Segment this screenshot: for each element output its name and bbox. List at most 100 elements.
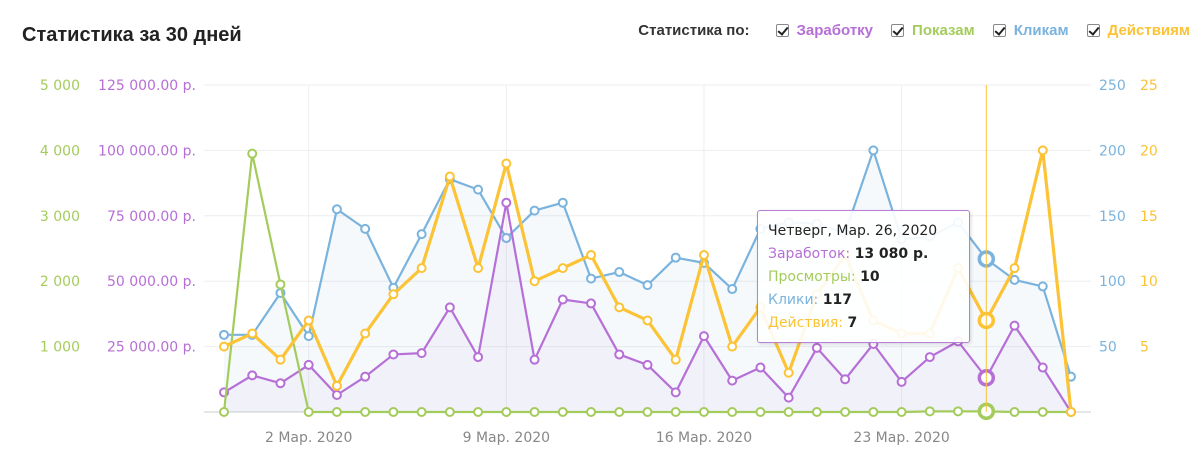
data-point xyxy=(1009,274,1020,285)
data-point xyxy=(303,331,314,342)
data-point xyxy=(529,407,540,417)
y-tick-label-earnings: 75 000.00 р. xyxy=(107,209,196,225)
data-point xyxy=(388,407,399,417)
y-tick-label-earnings: 50 000.00 р. xyxy=(107,274,196,290)
data-point xyxy=(473,407,484,417)
data-point xyxy=(727,284,738,295)
data-point xyxy=(219,407,229,417)
data-point xyxy=(444,407,455,417)
data-point xyxy=(868,407,879,417)
stats-filter-bar: Статистика по: Заработку Показам Кликам … xyxy=(638,22,1190,39)
y-tick-label-clicks: 50 xyxy=(1099,340,1117,356)
filter-views-label: Показам xyxy=(912,22,975,39)
data-point xyxy=(360,371,371,382)
y-tick-label-views: 5 000 xyxy=(40,78,80,94)
tooltip-row-views: Просмотры: 10 xyxy=(768,269,880,285)
data-point xyxy=(727,341,738,352)
data-point xyxy=(557,263,568,274)
data-point xyxy=(614,349,625,360)
filter-clicks-label: Кликам xyxy=(1013,22,1069,39)
data-point xyxy=(896,376,907,387)
data-point xyxy=(811,342,822,353)
data-point xyxy=(444,302,455,313)
data-point xyxy=(1009,263,1020,274)
data-point xyxy=(501,197,512,208)
data-point xyxy=(529,354,540,365)
data-point xyxy=(529,276,540,287)
y-tick-label-actions: 10 xyxy=(1140,274,1158,290)
filter-label: Статистика по: xyxy=(638,22,750,39)
data-point xyxy=(501,407,512,417)
data-point xyxy=(698,250,709,261)
data-point xyxy=(247,148,258,159)
data-point xyxy=(953,406,964,417)
data-point xyxy=(331,380,342,391)
filter-views[interactable]: Показам xyxy=(891,22,975,39)
checkbox-icon[interactable] xyxy=(775,24,789,37)
tooltip-actions-value: 7 xyxy=(847,315,858,331)
tooltip-row-actions: Действия: 7 xyxy=(768,315,858,331)
data-point xyxy=(924,406,935,417)
data-point xyxy=(388,289,399,300)
data-point xyxy=(360,223,371,234)
data-point xyxy=(642,280,653,291)
chart-tooltip: Четверг, Мар. 26, 2020 Заработок: 13 080… xyxy=(757,210,970,343)
data-point xyxy=(1037,407,1048,417)
y-tick-label-views: 1 000 xyxy=(40,340,80,356)
data-point xyxy=(303,315,314,326)
filter-earnings[interactable]: Заработку xyxy=(775,22,874,39)
y-tick-label-earnings: 100 000.00 р. xyxy=(98,143,196,159)
filter-clicks[interactable]: Кликам xyxy=(992,22,1069,39)
data-point xyxy=(614,302,625,313)
data-point xyxy=(924,352,935,363)
data-point xyxy=(840,374,851,385)
data-point xyxy=(303,359,314,370)
y-tick-label-views: 3 000 xyxy=(40,209,80,225)
tooltip-actions-label: Действия xyxy=(768,315,839,331)
chart-title: Статистика за 30 дней xyxy=(22,24,242,46)
data-point xyxy=(1037,281,1048,292)
data-point xyxy=(727,375,738,386)
x-tick-label: 23 Мар. 2020 xyxy=(853,430,949,446)
tooltip-earnings-label: Заработок xyxy=(768,246,846,262)
data-point xyxy=(642,359,653,370)
data-point xyxy=(727,407,738,417)
data-point xyxy=(473,263,484,274)
tooltip-views-value: 10 xyxy=(860,269,880,285)
y-tick-label-clicks: 250 xyxy=(1099,78,1126,94)
data-point xyxy=(360,328,371,339)
data-point xyxy=(586,273,597,284)
data-point xyxy=(501,233,512,244)
data-point xyxy=(416,407,427,417)
y-tick-label-actions: 20 xyxy=(1140,143,1158,159)
data-point xyxy=(1009,407,1020,417)
data-point xyxy=(670,407,681,417)
data-point xyxy=(1037,362,1048,373)
tooltip-date: Четверг, Мар. 26, 2020 xyxy=(768,223,938,239)
data-point xyxy=(557,197,568,208)
data-point xyxy=(557,407,568,417)
checkbox-icon[interactable] xyxy=(992,24,1006,37)
data-point xyxy=(811,407,822,417)
tooltip-views-label: Просмотры xyxy=(768,269,851,285)
filter-actions[interactable]: Действиям xyxy=(1086,22,1190,39)
data-point xyxy=(698,407,709,417)
filter-earnings-label: Заработку xyxy=(796,22,874,39)
data-point xyxy=(1066,407,1076,417)
checkbox-icon[interactable] xyxy=(891,24,905,37)
data-point xyxy=(219,341,229,352)
data-point xyxy=(303,407,314,417)
data-point xyxy=(1009,320,1020,331)
data-point xyxy=(388,349,399,360)
checkbox-icon[interactable] xyxy=(1086,24,1100,37)
data-point xyxy=(614,407,625,417)
data-point xyxy=(1037,145,1048,156)
tooltip-row-earnings: Заработок: 13 080 р. xyxy=(768,246,929,262)
y-tick-label-views: 2 000 xyxy=(40,274,80,290)
x-tick-label: 2 Мар. 2020 xyxy=(265,430,352,446)
y-tick-label-actions: 5 xyxy=(1140,340,1149,356)
tooltip-earnings-value: 13 080 р. xyxy=(854,246,929,262)
y-tick-label-earnings: 25 000.00 р. xyxy=(107,340,196,356)
data-point xyxy=(670,387,681,398)
